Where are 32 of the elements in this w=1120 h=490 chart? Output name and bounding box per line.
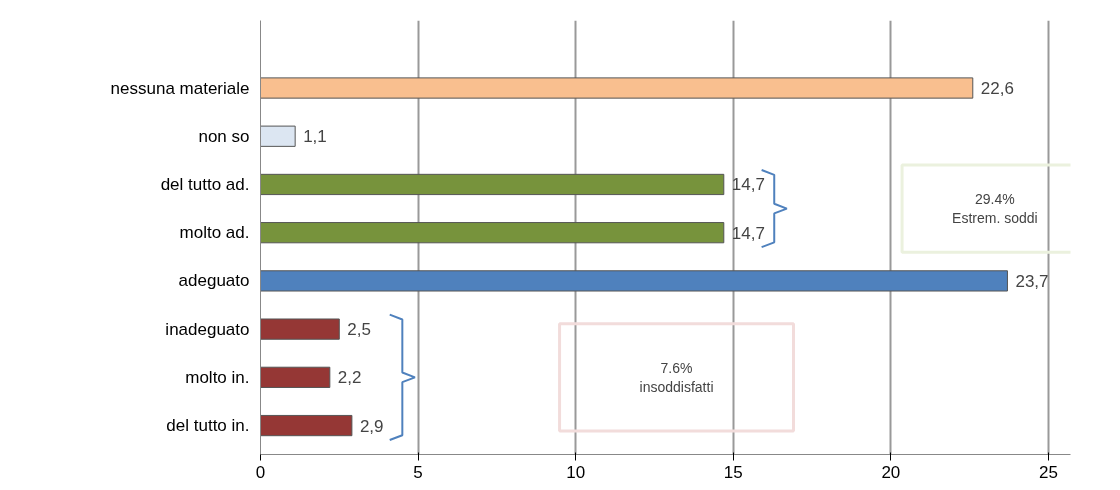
data-label: 2,2 — [337, 368, 362, 388]
data-label: 22,6 — [980, 79, 1014, 99]
data-label: 23,7 — [1015, 271, 1049, 291]
y-tick-label: del tutto ad. — [160, 174, 250, 194]
data-label: 14,7 — [731, 175, 765, 195]
y-tick-label: nessuna materiale — [110, 78, 250, 98]
bar — [260, 366, 331, 388]
y-tick-label: inadeguato — [165, 319, 250, 339]
bar — [260, 173, 725, 196]
x-tick-label: 20 — [881, 462, 901, 482]
bar — [260, 318, 340, 340]
y-tick-label: non so — [198, 126, 250, 146]
bar — [260, 270, 1008, 292]
x-tick-label: 25 — [1038, 462, 1058, 482]
data-label: 2,5 — [347, 320, 371, 340]
bar — [260, 125, 296, 147]
annotation: 7.6% insoddisfatti — [639, 359, 714, 395]
data-label: 1,1 — [303, 127, 327, 147]
bar — [260, 414, 353, 437]
x-tick-label: 15 — [723, 462, 743, 482]
x-tick-label: 10 — [566, 462, 586, 482]
data-label: 14,7 — [731, 223, 765, 243]
y-tick-label: del tutto in. — [166, 416, 250, 436]
data-label: 2,9 — [359, 416, 384, 436]
y-tick-label: molto ad. — [179, 223, 250, 243]
y-tick-label: molto in. — [185, 367, 250, 387]
bar — [260, 77, 974, 99]
x-tick-label: 0 — [255, 462, 266, 482]
y-tick-label: adeguato — [178, 271, 250, 291]
annotation: 29.4% Estrem. soddi — [952, 190, 1038, 227]
x-tick-label: 5 — [413, 462, 423, 482]
bar — [260, 222, 725, 244]
